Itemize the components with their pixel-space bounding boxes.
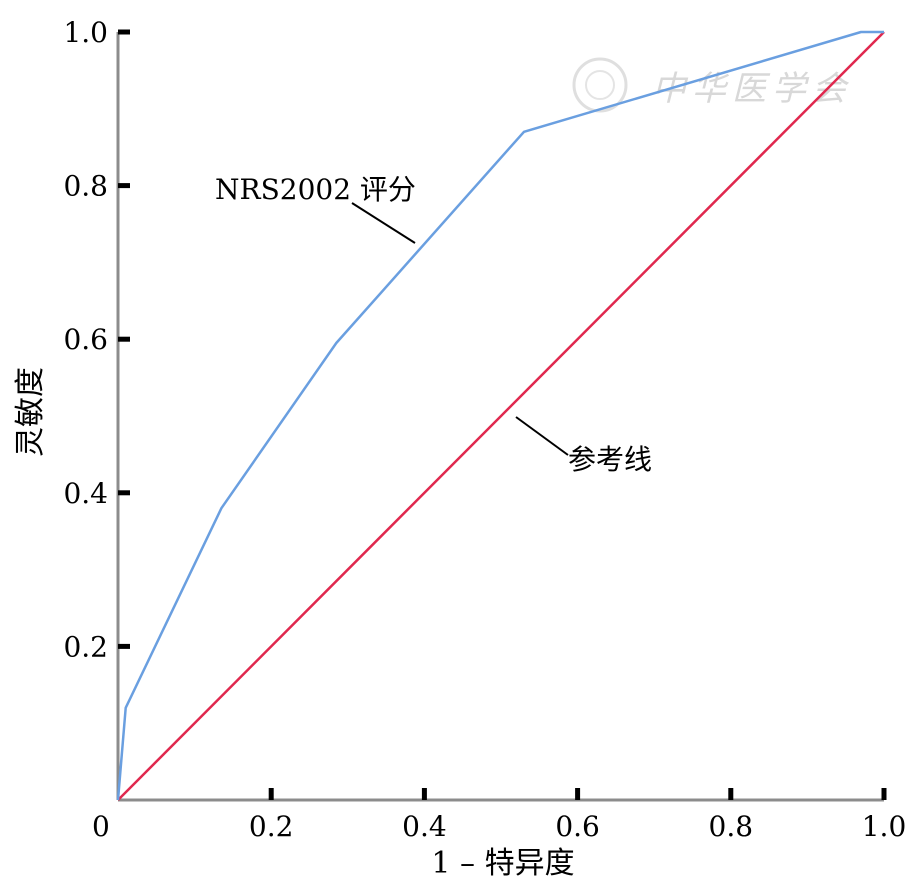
y-tick-label: 1.0	[63, 16, 108, 49]
annotation-reference-leader	[515, 416, 569, 456]
watermark-text: 中华医学会	[652, 69, 852, 109]
y-tick-label: 0.6	[63, 323, 108, 356]
watermark-seal-icon	[572, 57, 628, 113]
x-axis-title: 1 – 特异度	[431, 846, 574, 881]
watermark-seal-inner-icon	[585, 70, 615, 100]
x-tick-label: 0	[92, 810, 110, 843]
x-tick-label: 0.8	[709, 810, 754, 843]
y-axis-title: 灵敏度	[13, 367, 48, 457]
annotation-nrs2002: NRS2002 评分	[215, 173, 416, 206]
series-line-reference	[117, 31, 885, 801]
x-tick-label: 0.2	[249, 810, 294, 843]
x-tick-label: 1.0	[862, 810, 907, 843]
y-tick-label: 0.2	[63, 630, 108, 663]
y-tick-label: 0.4	[63, 477, 108, 510]
series-layer	[116, 30, 885, 801]
x-ticks: 0 0.2 0.4 0.6 0.8 1.0	[92, 788, 906, 843]
x-tick-label: 0.6	[555, 810, 600, 843]
annotation-reference-line: 参考线	[568, 443, 652, 476]
y-ticks: 0.2 0.4 0.6 0.8 1.0	[63, 16, 130, 663]
series-line-nrs2002	[116, 30, 884, 801]
x-tick-label: 0.4	[402, 810, 447, 843]
annotation-nrs2002-leader	[351, 202, 416, 244]
watermark: 中华医学会	[572, 57, 852, 113]
y-tick-label: 0.8	[63, 170, 108, 203]
